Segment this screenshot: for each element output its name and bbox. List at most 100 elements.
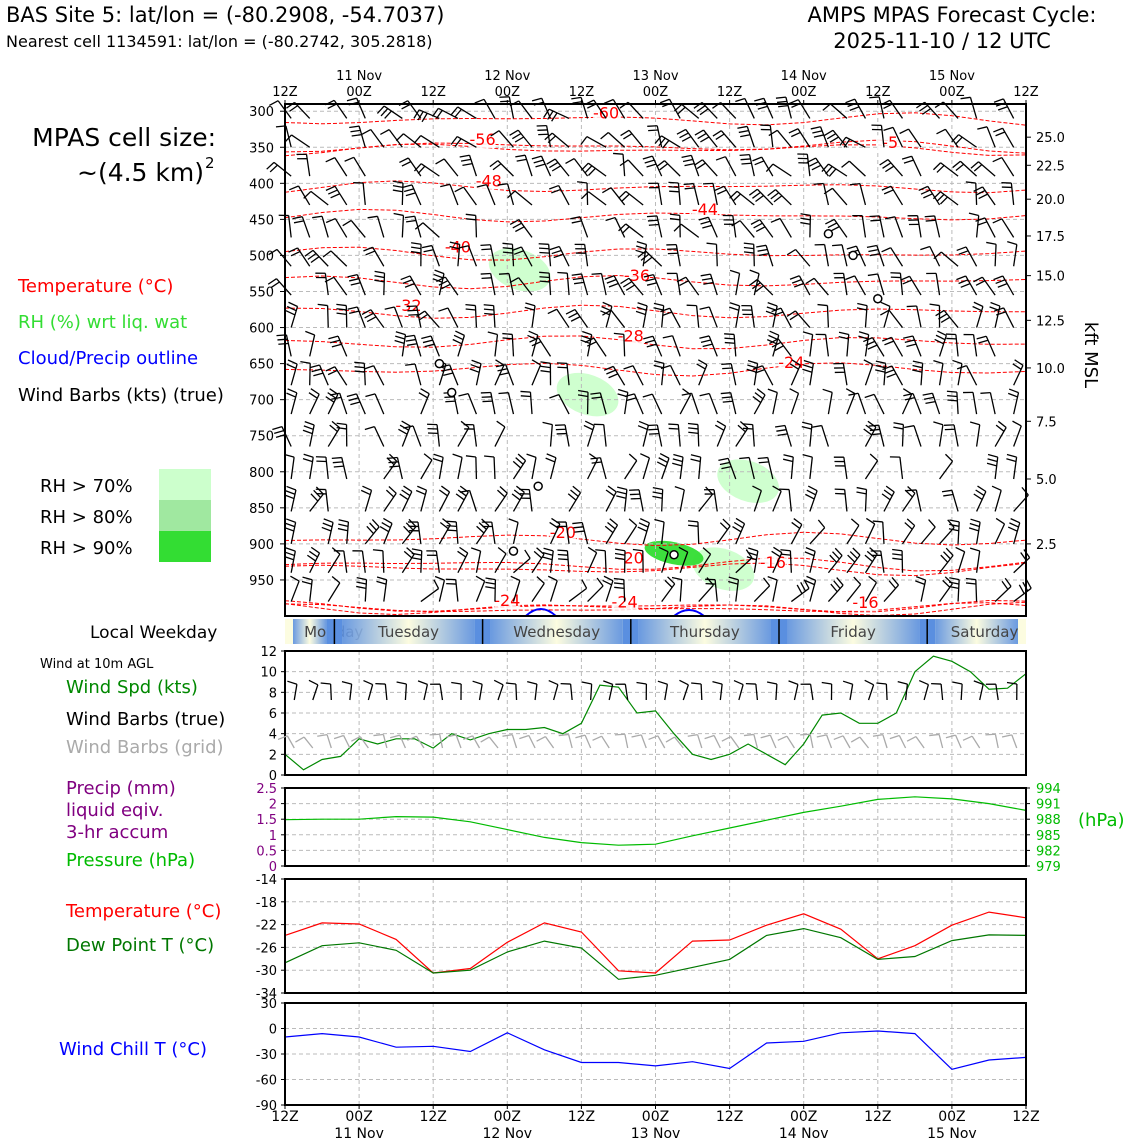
bottom-date-label: 15 Nov <box>927 1126 977 1140</box>
wind-barb-flag <box>743 246 754 250</box>
isotherm-label-bg <box>444 239 471 256</box>
wind-barb-flag <box>653 307 664 311</box>
wind-barb-flag <box>336 308 347 311</box>
wind-barb-flag <box>881 493 891 501</box>
wind-barb <box>549 550 554 573</box>
wind-barb-flag <box>285 310 296 316</box>
legend-barbs-grid: Wind Barbs (grid) <box>66 737 224 758</box>
wind-barb-flag <box>813 182 824 185</box>
wind-barb-flag <box>398 428 408 435</box>
wind-barb <box>809 215 812 238</box>
wind-barb-flag <box>434 575 445 581</box>
isotherm-label: -48 <box>476 171 502 190</box>
wind-barb-flag <box>533 550 543 559</box>
isotherm-label: -40 <box>445 238 471 257</box>
wind-barb-flag <box>584 420 595 427</box>
wind-barb-flag <box>346 393 357 398</box>
rh-layer <box>488 248 779 591</box>
wind-barb-flag <box>721 465 732 470</box>
wind-barb <box>531 582 545 602</box>
isotherm-line <box>284 531 1027 547</box>
wind-barb-flag <box>407 343 418 346</box>
wind-barb <box>370 129 385 148</box>
wind-barb-flag <box>882 162 892 169</box>
wind-barb-flag <box>512 222 522 229</box>
wind-barb-flag <box>498 372 509 376</box>
wind-barb-flag <box>498 272 510 275</box>
wind-barb-flag <box>341 680 352 685</box>
wind-barb-flag <box>549 245 560 251</box>
wind-barb-flag <box>719 461 730 466</box>
wind-barb-flag <box>614 586 625 590</box>
wind-barb-flag <box>993 275 1004 281</box>
isotherm-label-bg <box>469 132 496 149</box>
wind-barb-flag <box>743 733 754 737</box>
wind-barb-flag <box>325 366 336 372</box>
wind-barb-flag <box>829 136 839 143</box>
wind-barb <box>685 129 700 148</box>
rh-region <box>488 248 551 292</box>
wind-barb-flag <box>940 554 949 563</box>
wind-barb <box>549 424 553 447</box>
wind-barb <box>994 457 999 480</box>
wind-barb-flag <box>600 310 610 316</box>
wind-barb <box>730 392 737 415</box>
wind-barb <box>474 305 478 328</box>
wind-barb <box>403 133 422 148</box>
wind-barb-flag <box>805 580 815 586</box>
wind-barb <box>813 277 829 296</box>
cycle-title-2: 2025-11-10 / 12 UTC <box>833 29 1051 53</box>
wind-barb-flag <box>502 251 513 254</box>
wind-barb <box>733 334 737 357</box>
wind-barb <box>652 274 663 296</box>
wind-barb <box>554 158 570 177</box>
wind-barb <box>786 735 795 749</box>
wind-barb-flag <box>875 360 886 364</box>
wind-barb-flag <box>481 248 492 251</box>
pressure-tick-label: 400 <box>249 177 274 192</box>
wind-barb-flag <box>322 522 333 528</box>
wind-barb <box>797 99 811 119</box>
wind-barb-flag <box>475 575 485 582</box>
wind-barb-flag <box>864 554 873 563</box>
wind-barb-flag <box>668 423 679 426</box>
wind-barb-flag <box>845 275 855 281</box>
wind-barb <box>457 427 470 447</box>
wind-barb-flag <box>424 343 435 348</box>
wind-barb <box>531 553 545 574</box>
wind-barb-flag <box>446 734 457 738</box>
wind-barb-flag <box>438 307 449 312</box>
wind-barb-flag <box>767 388 778 394</box>
wind-barb-flag <box>436 276 446 283</box>
wind-barb <box>939 460 954 480</box>
weekday-cell <box>787 619 920 644</box>
isotherm-label: -60 <box>593 104 619 123</box>
wind-barb <box>290 306 299 328</box>
wind-barb-flag <box>388 486 397 494</box>
bottom-hour-label: 00Z <box>938 1109 965 1125</box>
legend-precip-3: 3-hr accum <box>66 822 168 843</box>
wind-barb-flag <box>740 158 751 161</box>
wind-barb <box>586 182 589 205</box>
wind-barb-flag <box>443 372 454 377</box>
wind-barb-flag <box>949 577 960 581</box>
kft-tick-label: 25.0 <box>1036 131 1065 146</box>
wind-barb <box>1013 587 1032 603</box>
wind-barb-flag <box>531 155 542 160</box>
wind-barb-flag <box>383 517 393 525</box>
wind-barb-flag <box>505 682 516 685</box>
wind-barb-flag <box>804 551 815 557</box>
wind-barb <box>702 159 718 177</box>
wind-barb <box>544 736 555 749</box>
wind-barb-flag <box>582 330 592 336</box>
wind-barb <box>883 584 899 603</box>
wind-barb-flag <box>618 388 628 393</box>
isotherm-label: -24 <box>612 592 638 611</box>
wind-barb-flag <box>992 156 1003 163</box>
bottom-hour-label: 12Z <box>419 1109 446 1125</box>
wind-barb <box>420 550 423 573</box>
wind-barb-flag <box>936 193 945 202</box>
bottom-hour-label: 00Z <box>345 1109 372 1125</box>
wind-barb-flag <box>958 250 969 255</box>
wind-barb <box>755 684 759 701</box>
